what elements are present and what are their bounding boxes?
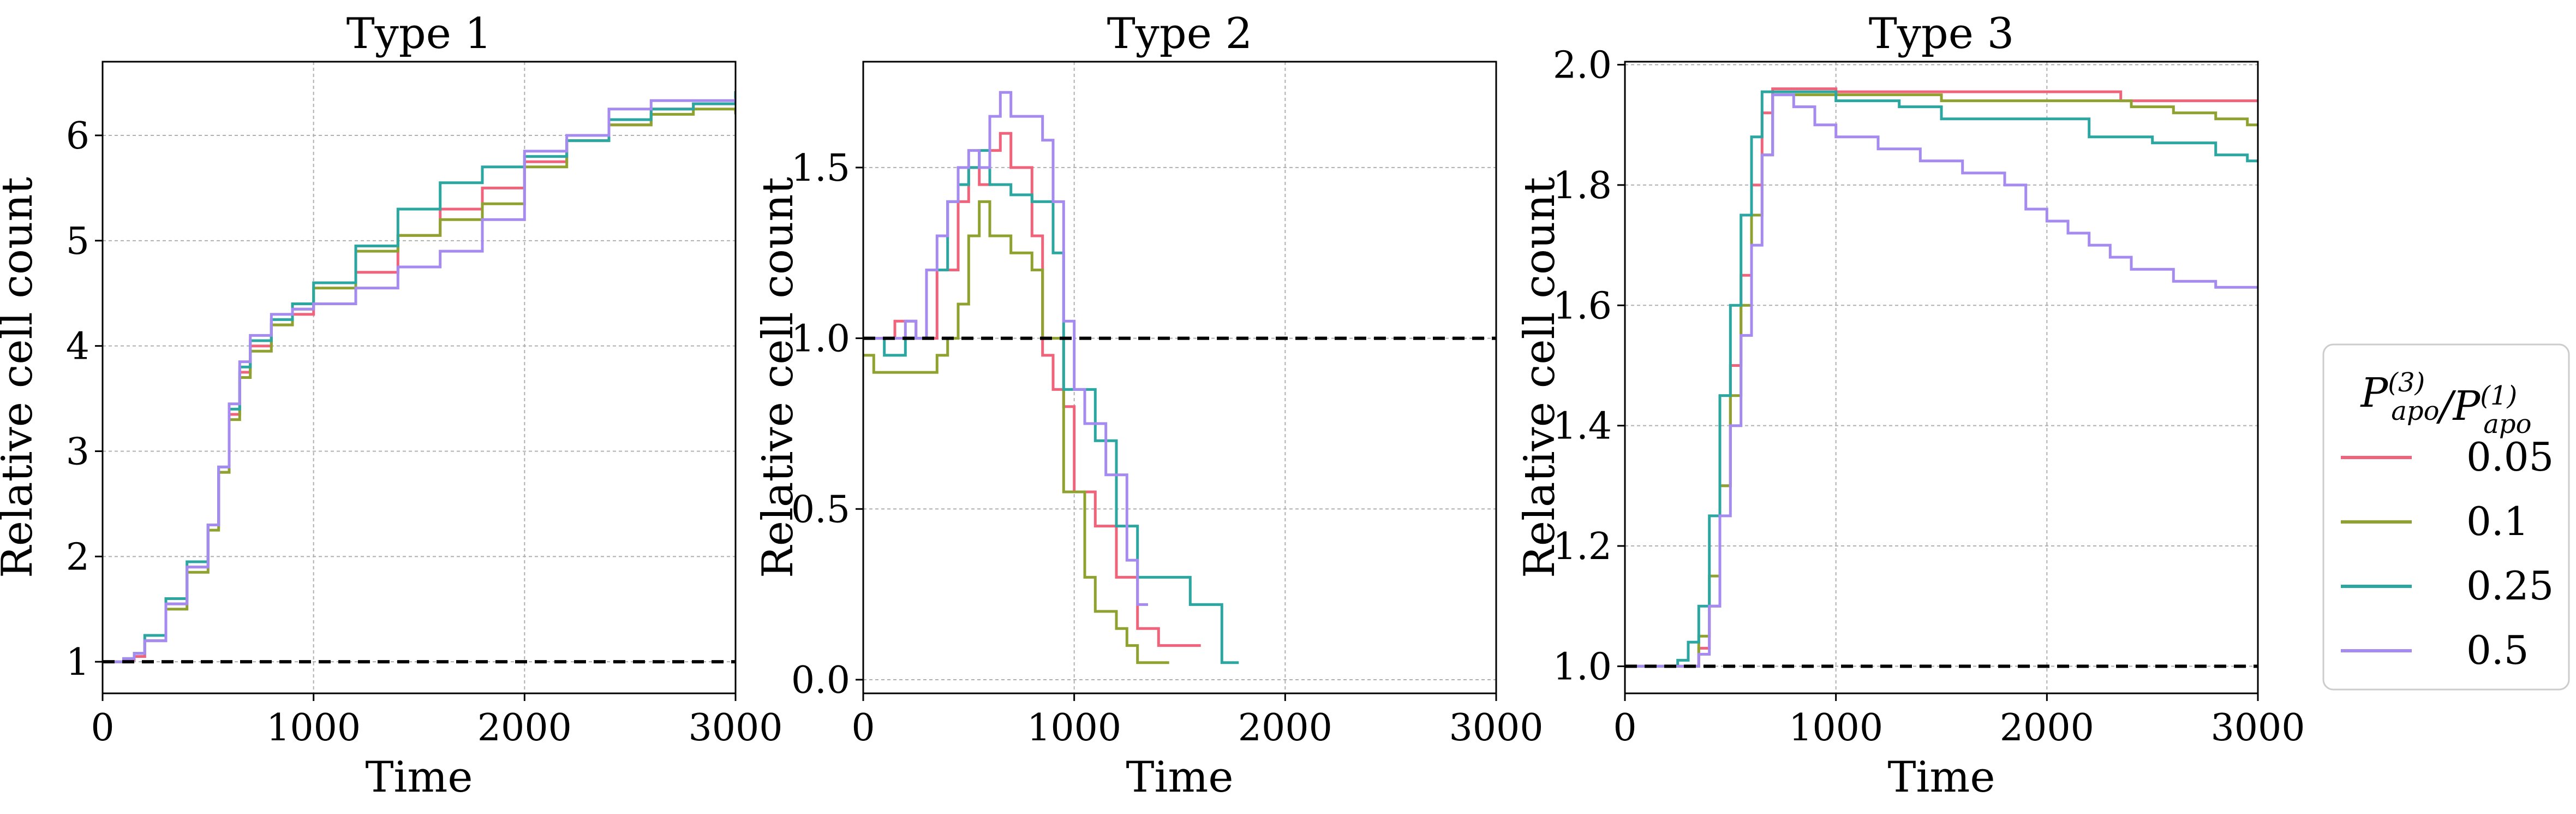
series-line-0-05 — [1625, 87, 2258, 668]
series-group — [863, 91, 1239, 664]
chart-title: Type 1 — [346, 9, 492, 58]
y-tick-label: 2.0 — [1553, 44, 1612, 87]
y-tick-label: 1.2 — [1553, 525, 1612, 568]
y-tick-label: 0.0 — [791, 659, 850, 702]
x-tick-label: 2000 — [1238, 706, 1332, 750]
panels: 0 1000 2000 3000 1 2 3 4 5 6 Type 1 Time Relative ce… — [0, 9, 2305, 802]
y-tick-label: 1.0 — [1553, 645, 1612, 688]
series-line-0-5 — [863, 91, 1148, 606]
legend-entry-label: 0.5 — [2466, 627, 2529, 673]
y-tick-label: 2 — [66, 536, 89, 579]
legend-box — [2322, 343, 2570, 691]
axes-frame — [1624, 61, 2259, 694]
legend-entry-label: 0.25 — [2466, 563, 2554, 609]
series-line-0-1 — [863, 200, 1169, 664]
series-line-0-5 — [1625, 93, 2258, 668]
x-axis-label: Time — [1887, 753, 1995, 802]
x-tick-label: 1000 — [266, 706, 361, 750]
y-tick-label: 3 — [66, 430, 89, 473]
axes-frame — [101, 61, 737, 694]
x-tick-label: 1000 — [1789, 706, 1883, 750]
panel-2: 0 1000 2000 3000 0.0 0.5 1.0 1.5 Type 2 Time Relat… — [754, 9, 1544, 802]
y-tick-label: 1 — [66, 641, 89, 684]
chart-title: Type 3 — [1869, 9, 2015, 58]
x-tick-label: 2000 — [477, 706, 572, 750]
legend-title: P(3) apo/P(1) apo — [2359, 367, 2531, 439]
legend-entry-label: 0.05 — [2466, 434, 2554, 480]
series-line-0-1 — [103, 108, 736, 663]
y-tick-label: 0.5 — [791, 488, 850, 531]
series-line-0-25 — [1625, 90, 2258, 668]
x-axis-label: Time — [365, 753, 473, 802]
x-tick-label: 3000 — [1449, 706, 1543, 750]
y-tick-label: 1.6 — [1553, 284, 1612, 328]
x-tick-label: 2000 — [2000, 706, 2094, 750]
x-tick-label: 0 — [91, 706, 114, 750]
series-line-0-05 — [103, 102, 736, 663]
x-tick-label: 1000 — [1027, 706, 1121, 750]
y-tick-label: 1.5 — [791, 147, 850, 190]
series-line-0-05 — [863, 132, 1201, 647]
chart-title: Type 2 — [1107, 9, 1253, 58]
panel-1: 0 1000 2000 3000 1 2 3 4 5 6 Type 1 Time Relative ce… — [0, 9, 783, 802]
y-tick-label: 4 — [66, 325, 89, 369]
x-tick-label: 0 — [1613, 706, 1636, 750]
series-group — [1625, 87, 2258, 668]
x-tick-label: 0 — [851, 706, 875, 750]
panel-3: 0 1000 2000 3000 1.0 1.2 1.4 1.6 1.8 2.0 Type 3 Tim… — [1515, 9, 2305, 802]
y-axis-label: Relative cell count — [754, 177, 803, 578]
y-tick-label: 1.8 — [1553, 164, 1612, 207]
x-axis-label: Time — [1126, 753, 1233, 802]
series-line-0-5 — [103, 98, 736, 663]
axes-frame — [862, 61, 1497, 694]
y-tick-label: 5 — [66, 220, 89, 263]
series-line-0-25 — [103, 91, 736, 663]
x-tick-label: 3000 — [688, 706, 782, 750]
y-tick-label: 6 — [66, 115, 89, 158]
y-tick-label: 1.0 — [791, 318, 850, 361]
x-tick-label: 3000 — [2210, 706, 2305, 750]
y-axis-label: Relative cell count — [1515, 177, 1564, 578]
y-tick-label: 1.4 — [1553, 405, 1612, 448]
series-line-0-25 — [863, 149, 1239, 664]
y-axis-label: Relative cell count — [0, 177, 42, 578]
legend-entry-label: 0.1 — [2466, 498, 2529, 544]
series-group — [103, 91, 736, 663]
legend-entries: 0.05 0.1 0.25 0.5 — [2341, 434, 2554, 673]
legend: P(3) apo/P(1) apo 0.05 0.1 0.25 0.5 — [2322, 343, 2570, 691]
